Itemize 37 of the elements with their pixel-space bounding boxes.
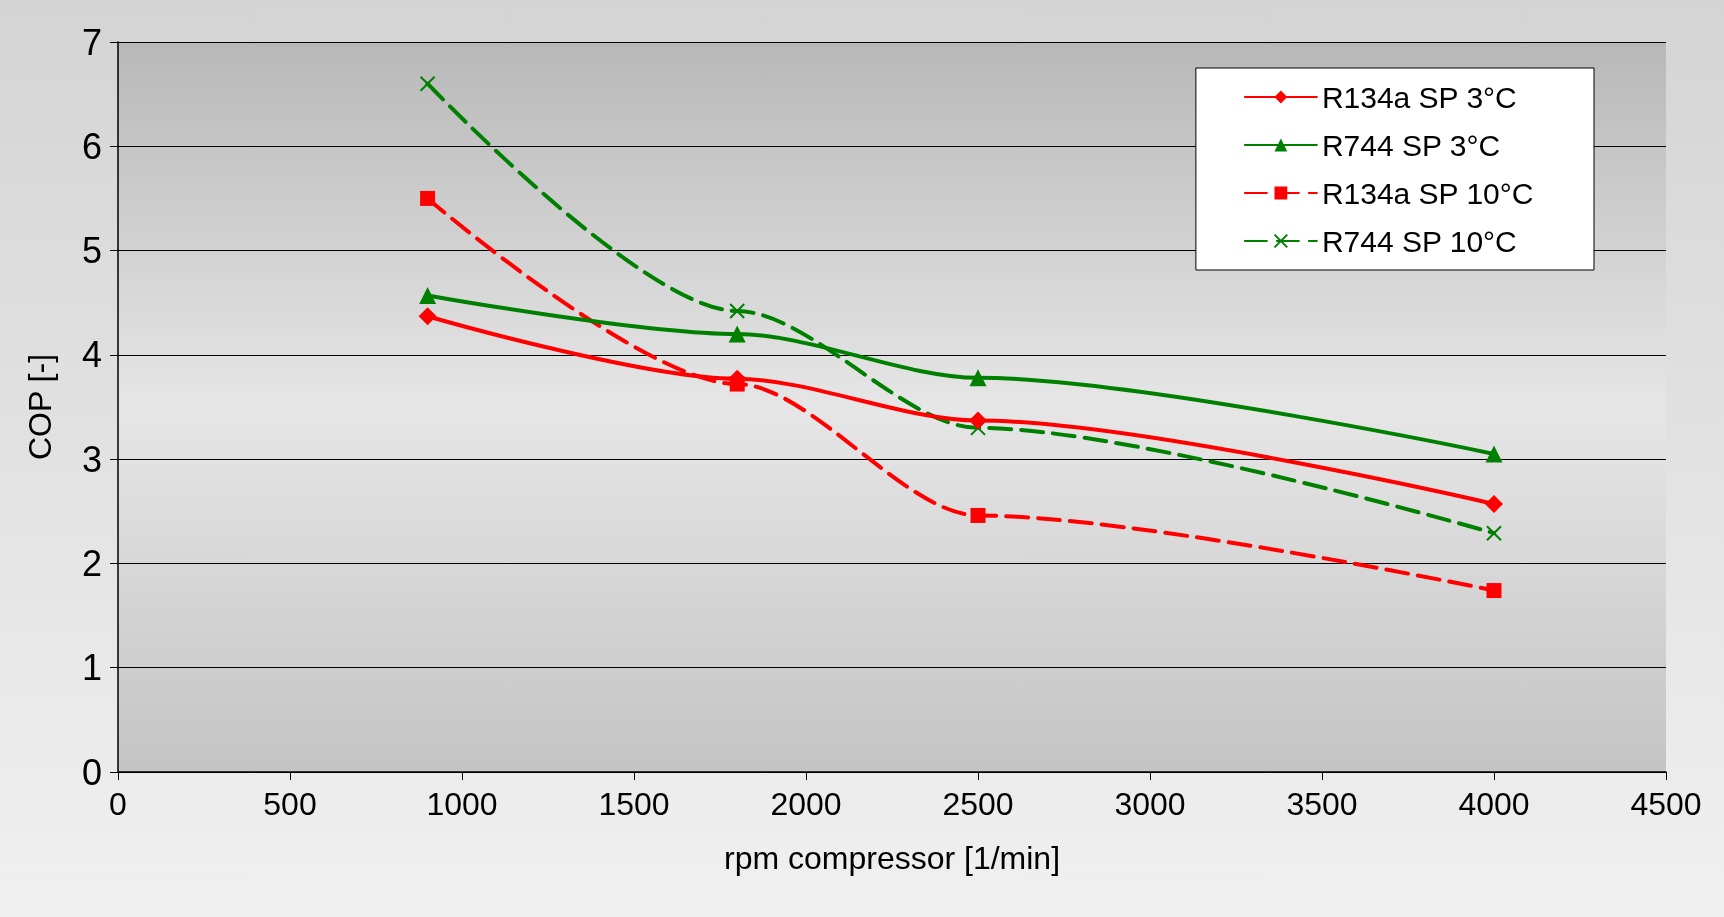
point: [970, 507, 986, 523]
y-axis-title: COP [-]: [22, 353, 58, 461]
point: [420, 190, 436, 206]
y-tick-label: 7: [81, 21, 102, 63]
x-tick-label: 4000: [1458, 786, 1530, 822]
point: [419, 286, 437, 304]
legend-label: R744 SP 10°C: [1321, 224, 1517, 258]
y-tick-label: 5: [81, 230, 102, 272]
point: [1486, 525, 1502, 542]
point: [1485, 494, 1503, 513]
y-tick-label: 6: [81, 125, 102, 167]
point: [418, 307, 437, 326]
x-tick-label: 0: [109, 786, 127, 822]
y-tick-label: 2: [81, 542, 102, 584]
point: [1485, 445, 1503, 463]
legend-label: R744 SP 3°C: [1321, 128, 1501, 162]
y-tick-label: 1: [81, 647, 102, 689]
y-tick-label: 4: [81, 334, 102, 376]
y-tick-label: 3: [81, 438, 102, 480]
point: [419, 75, 436, 92]
x-tick-label: 500: [263, 786, 317, 822]
x-tick-label: 3500: [1286, 786, 1358, 822]
y-tick-label: 0: [81, 751, 102, 793]
x-tick-label: 1500: [598, 786, 670, 822]
x-tick-label: 2000: [770, 786, 842, 822]
x-axis-title: rpm compressor [1/min]: [723, 840, 1061, 876]
x-tick-label: 2500: [942, 786, 1014, 822]
x-tick-label: 1000: [426, 786, 498, 822]
point: [1486, 583, 1502, 599]
point: [729, 303, 746, 320]
x-tick-label: 4500: [1630, 786, 1702, 822]
point: [728, 325, 746, 343]
point: [969, 411, 987, 430]
legend-label: R134a SP 10°C: [1321, 176, 1534, 210]
x-tick-label: 3000: [1114, 786, 1186, 822]
legend-label: R134a SP 3°C: [1321, 80, 1517, 114]
point: [969, 369, 987, 387]
